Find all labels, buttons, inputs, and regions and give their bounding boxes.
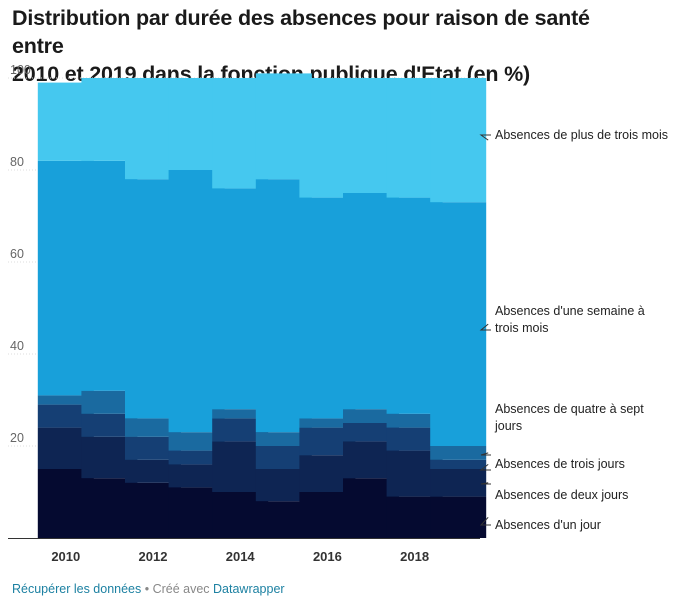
bar-segment-2015-3 [255,432,312,446]
bar-segment-2018-3 [386,413,443,428]
bar-segment-2012-3 [125,418,181,437]
y-tick-label-60: 60 [10,247,24,261]
x-tick-label-2018: 2018 [400,549,429,564]
legend-leader-2 [479,464,491,471]
x-tick-label-2016: 2016 [313,549,342,564]
bar-segment-2019-3 [430,446,487,460]
legend-label-line: Absences de quatre à sept [495,402,644,416]
bar-segment-2019-1 [430,469,487,497]
bar-segment-2013-2 [168,450,225,465]
legend-leader-0 [479,516,491,526]
bar-segment-2017-3 [343,409,399,423]
legend-label-2: Absences de trois jours [495,457,625,471]
bar-segment-2017-2 [343,423,399,442]
y-tick-label-100: 100 [10,63,31,77]
legend-label-0: Absences d'un jour [495,518,601,532]
legend-label-1: Absences de deux jours [495,488,628,502]
legend-label-5: Absences de plus de trois mois [495,128,668,142]
legend-label-line: trois mois [495,321,548,335]
bar-segment-2015-2 [255,446,312,469]
legend-leader-3 [480,452,491,456]
legend-leader-1 [480,482,491,485]
legend-leader-5 [479,134,491,141]
created-with-text: • Créé avec [141,582,214,596]
bar-segment-2016-3 [299,418,356,428]
bar-segment-2019-5 [430,78,487,203]
x-tick-label-2010: 2010 [51,549,80,564]
bar-segment-2010-3 [37,395,94,405]
bar-segment-2011-2 [81,413,138,437]
legend-label-line: Absences de trois jours [495,457,625,471]
bar-segment-2018-2 [386,427,443,451]
bar-segment-2011-3 [81,390,138,414]
bar-segment-2014-3 [212,409,269,419]
legend-label-line: Absences d'un jour [495,518,601,532]
legend-label-line: Absences de plus de trois mois [495,128,668,142]
chart-title-line-1: Distribution par durée des absences pour… [12,6,590,58]
datawrapper-link[interactable]: Datawrapper [213,582,285,596]
get-data-link[interactable]: Récupérer les données [12,582,142,596]
y-tick-label-40: 40 [10,339,24,353]
legend-label-line: Absences de deux jours [495,488,628,502]
chart-footer: Récupérer les données • Créé avec Datawr… [12,582,285,596]
bar-segment-2019-4 [430,202,487,446]
legend-leader-4 [479,323,491,331]
x-tick-label-2012: 2012 [139,549,168,564]
bar-segment-2013-3 [168,432,225,451]
bar-segment-2014-2 [212,418,269,442]
legend-label-3: Absences de quatre à sept jours [494,402,644,433]
bar-segment-2019-0 [430,496,487,538]
bar-segment-2013-1 [168,464,225,488]
bar-segment-2019-2 [430,459,487,469]
legend-label-line: jours [494,419,522,433]
x-tick-label-2014: 2014 [226,549,256,564]
y-tick-label-80: 80 [10,155,24,169]
legend-label-4: Absences d'une semaine à trois mois [495,304,645,335]
bar-segment-2010-2 [37,404,94,428]
bar-segment-2012-2 [125,436,181,460]
legend-label-line: Absences d'une semaine à [495,304,645,318]
y-tick-label-20: 20 [10,431,24,445]
bar-segment-2012-1 [125,459,181,483]
